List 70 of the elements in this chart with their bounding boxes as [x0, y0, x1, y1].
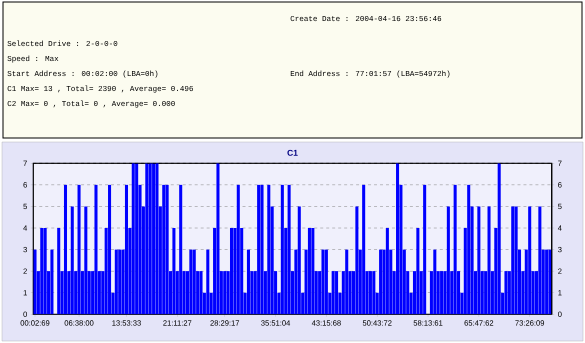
bar: [514, 206, 518, 314]
bar: [166, 184, 169, 314]
bar: [267, 184, 270, 314]
bar: [172, 228, 176, 314]
bar: [246, 250, 250, 314]
bar: [379, 250, 382, 314]
bar: [298, 206, 301, 314]
bar: [50, 250, 54, 314]
bar: [162, 184, 166, 314]
bar: [488, 206, 491, 314]
bar: [70, 206, 74, 314]
bar: [362, 184, 366, 314]
bar: [345, 250, 348, 314]
bar: [498, 163, 501, 314]
bar: [223, 271, 226, 314]
bar: [124, 184, 128, 314]
bar: [236, 184, 240, 314]
bar: [308, 228, 311, 314]
bar: [467, 184, 470, 314]
bar: [332, 271, 335, 314]
bar: [280, 184, 284, 314]
bar: [78, 184, 81, 314]
bar: [311, 228, 314, 314]
bar: [396, 163, 400, 314]
bar: [386, 228, 389, 314]
bar: [477, 206, 480, 314]
bar: [179, 184, 182, 314]
bar: [148, 163, 152, 314]
bar: [324, 250, 328, 314]
bar: [33, 250, 37, 314]
bar: [260, 184, 264, 314]
bar: [288, 184, 291, 314]
bar: [132, 163, 135, 314]
bar: [145, 163, 148, 314]
bar: [114, 250, 118, 314]
bar: [206, 250, 210, 314]
bar: [433, 250, 436, 314]
bar: [118, 250, 122, 314]
bar: [94, 184, 98, 314]
bar: [355, 206, 358, 314]
bar: [446, 206, 450, 314]
bar: [528, 206, 532, 314]
bar: [416, 228, 420, 314]
bar: [321, 250, 325, 314]
bar: [64, 184, 68, 314]
bar: [257, 184, 260, 314]
bar: [108, 184, 112, 314]
bar: [423, 184, 426, 314]
bar: [538, 206, 542, 314]
bar: [84, 206, 88, 314]
bar: [57, 228, 60, 314]
bar: [200, 271, 203, 314]
bar: [216, 163, 220, 314]
bar: [504, 271, 508, 314]
chart-title: C1: [287, 150, 298, 156]
bar: [440, 271, 444, 314]
bar: [155, 163, 158, 314]
bar: [40, 228, 44, 314]
bar: [189, 250, 192, 314]
bar: [135, 163, 138, 314]
bar: [454, 184, 457, 314]
bar: [368, 271, 372, 314]
bar: [44, 228, 47, 314]
bar: [545, 250, 548, 314]
bar: [335, 271, 338, 314]
bar: [230, 228, 234, 314]
bar: [511, 206, 514, 314]
bar: [152, 163, 156, 314]
bar: [372, 271, 376, 314]
bar: [192, 250, 196, 314]
